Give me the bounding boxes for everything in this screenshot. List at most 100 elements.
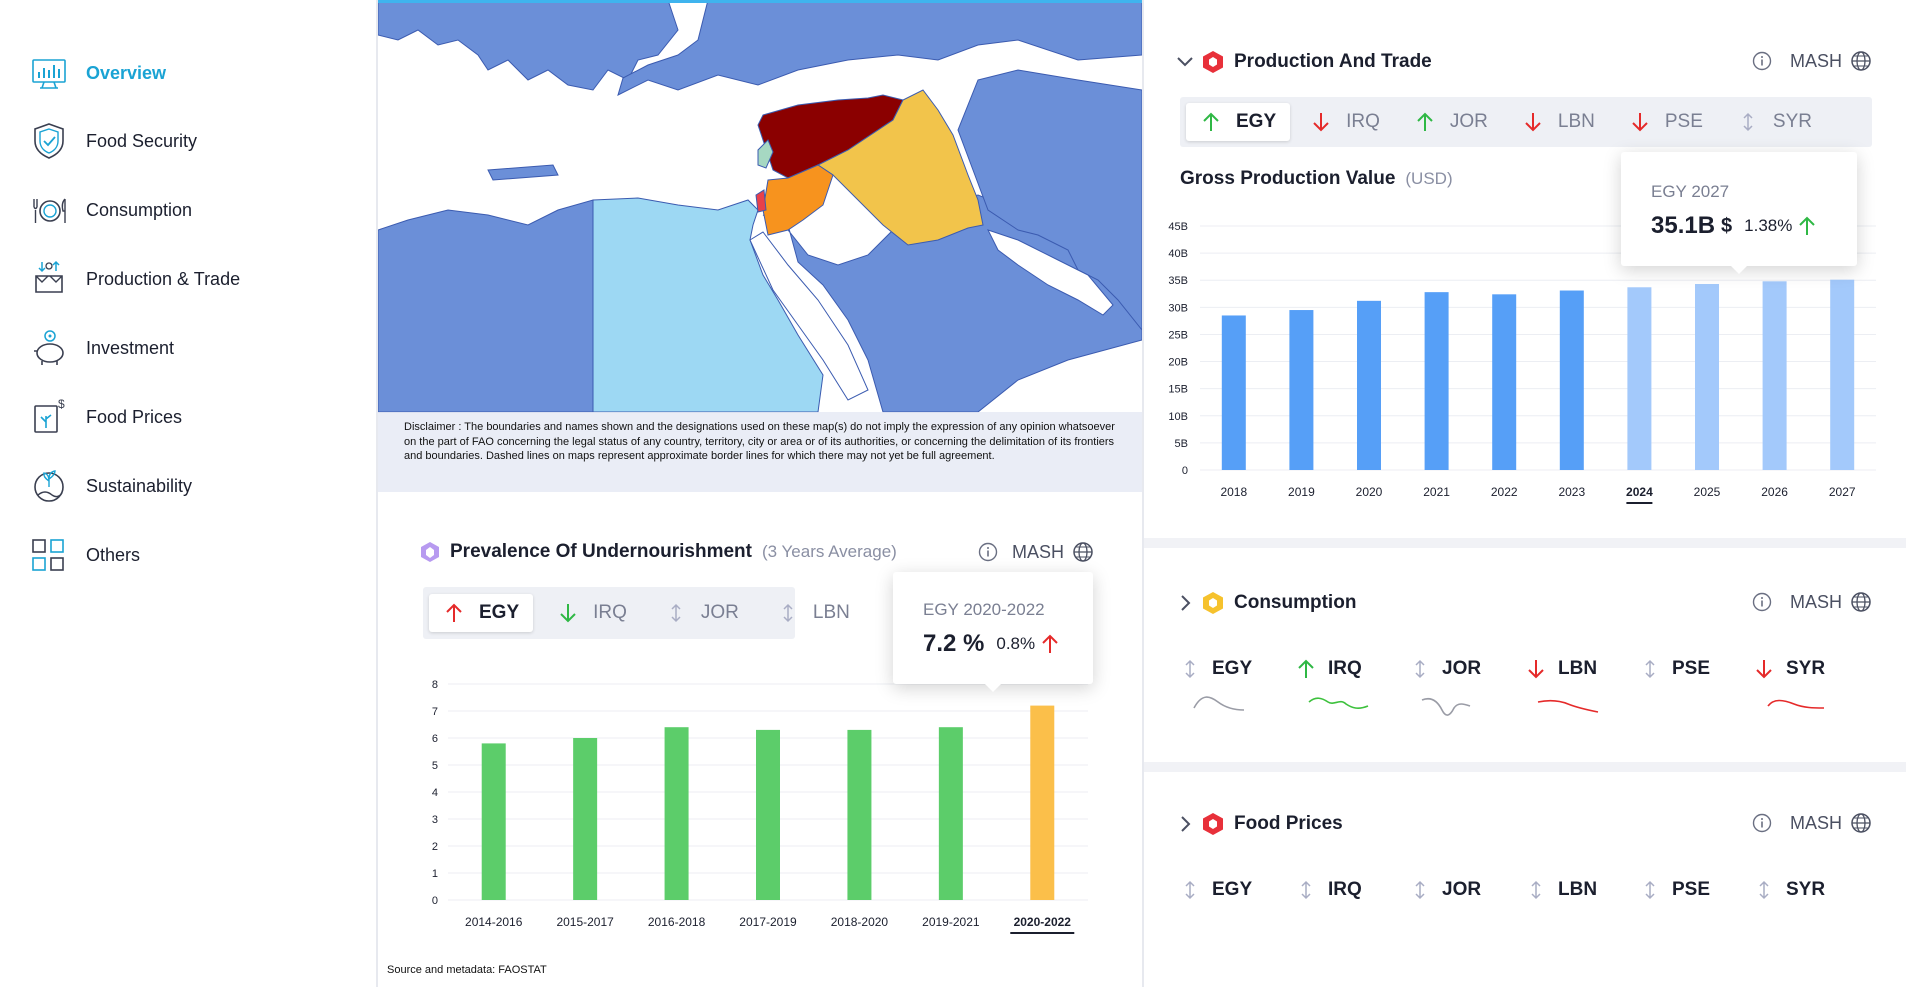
pou-tooltip-change: 0.8% (996, 634, 1036, 653)
chevron-right-icon[interactable] (1176, 594, 1194, 612)
x-tick-label: 2020 (1356, 485, 1383, 499)
tab-jor[interactable]: JOR (651, 594, 753, 632)
info-icon[interactable] (978, 542, 998, 562)
tab-label: SYR (1772, 111, 1812, 132)
consumption-sparklines (1193, 696, 1825, 716)
center-divider (1142, 0, 1144, 987)
country-label: IRQ (1328, 658, 1362, 679)
bar-2014-2016[interactable] (481, 743, 506, 900)
pou-tooltip-value: 7.2 % (923, 630, 985, 657)
bar-2017-2019[interactable] (756, 729, 780, 900)
country-item-pse[interactable]: PSE (1640, 879, 1710, 901)
sidebar-item-overview[interactable]: Overview (30, 50, 166, 96)
info-icon[interactable] (1752, 813, 1772, 833)
bar-2025[interactable] (1695, 284, 1719, 470)
sidebar-item-food-prices[interactable]: $ Food Prices (30, 394, 182, 440)
bar-2026[interactable] (1762, 281, 1787, 470)
tab-irq[interactable]: IRQ (1296, 103, 1394, 141)
bar-2020-2022[interactable] (1030, 705, 1055, 900)
globe-icon[interactable] (1850, 812, 1872, 834)
map-land-crete (487, 164, 559, 181)
gpv-tooltip: EGY 2027 35.1B $ 1.38% (1621, 152, 1857, 274)
country-item-jor[interactable]: JOR (1410, 658, 1481, 680)
country-item-lbn[interactable]: LBN (1526, 879, 1597, 901)
consumption-region-label[interactable]: MASH (1790, 591, 1843, 612)
tab-syr[interactable]: SYR (1723, 103, 1826, 141)
country-item-syr[interactable]: SYR (1754, 658, 1825, 680)
sidebar-item-label: Overview (86, 62, 167, 83)
sidebar-item-label: Food Security (86, 130, 198, 151)
y-tick-label: 0 (1182, 465, 1188, 477)
map-country-iraq (817, 89, 984, 246)
arrow-up-green-icon (1298, 659, 1314, 678)
bar-2018-2020[interactable] (847, 729, 872, 900)
y-tick-label: 3 (432, 814, 438, 826)
pou-bar-chart: 0 1 2 3 4 5 6 7 8 2014-2016 2015-2017 2016-2018 2017… (432, 679, 1088, 934)
country-item-irq[interactable]: IRQ (1296, 658, 1362, 680)
tab-jor[interactable]: JOR (1400, 103, 1502, 141)
bar-2024[interactable] (1627, 287, 1652, 470)
arrow-up-red-icon (1042, 634, 1058, 653)
sidebar-item-food-security[interactable]: Food Security (30, 118, 197, 164)
tab-egy[interactable]: EGY (429, 594, 534, 632)
food-prices-title: Food Prices (1234, 813, 1343, 834)
sidebar-item-investment[interactable]: Investment (30, 325, 174, 371)
map-country-lebanon (757, 139, 774, 169)
x-tick-label: 2018 (1220, 485, 1247, 499)
country-item-syr[interactable]: SYR (1754, 879, 1825, 901)
country-item-egy[interactable]: EGY (1180, 879, 1252, 901)
sidebar-item-consumption[interactable]: Consumption (30, 187, 192, 233)
sidebar-item-label: Investment (86, 337, 175, 358)
tab-irq[interactable]: IRQ (543, 594, 641, 632)
country-item-jor[interactable]: JOR (1410, 879, 1481, 901)
country-item-pse[interactable]: PSE (1640, 658, 1710, 680)
globe-icon[interactable] (1850, 50, 1872, 72)
x-tick-label: 2020-2022 (1014, 915, 1072, 929)
tab-label: EGY (1236, 111, 1277, 132)
pou-subtitle: (3 Years Average) (761, 542, 897, 561)
plate-cutlery-icon (30, 187, 68, 233)
bar-2021[interactable] (1424, 292, 1449, 470)
bar-2019-2021[interactable] (938, 727, 963, 900)
tab-lbn[interactable]: LBN (1508, 103, 1609, 141)
info-icon[interactable] (1752, 51, 1772, 71)
tab-lbn[interactable]: LBN (763, 594, 864, 632)
production-region-label[interactable]: MASH (1790, 50, 1843, 71)
sidebar-item-label: Sustainability (86, 475, 193, 496)
bar-2027[interactable] (1830, 279, 1855, 470)
country-item-egy[interactable]: EGY (1180, 658, 1252, 680)
globe-icon[interactable] (1072, 541, 1094, 563)
pou-region-label[interactable]: MASH (1012, 541, 1065, 562)
country-label: EGY (1212, 658, 1253, 679)
x-tick-label: 2022 (1491, 485, 1518, 499)
sidebar-item-others[interactable]: Others (30, 532, 140, 578)
tab-pse[interactable]: PSE (1615, 103, 1717, 141)
y-tick-label: 8 (432, 679, 438, 691)
chevron-down-icon[interactable] (1176, 53, 1194, 71)
y-tick-label: 25B (1168, 329, 1188, 341)
globe-icon[interactable] (1850, 591, 1872, 613)
info-icon[interactable] (1752, 592, 1772, 612)
country-item-irq[interactable]: IRQ (1296, 879, 1362, 901)
bar-2016-2018[interactable] (664, 727, 689, 900)
y-tick-label: 5 (432, 760, 438, 772)
country-item-lbn[interactable]: LBN (1526, 658, 1597, 680)
sidebar-item-sustainability[interactable]: Sustainability (30, 463, 192, 509)
globe-leaf-icon (30, 463, 68, 509)
bar-2022[interactable] (1492, 294, 1517, 470)
sidebar: Overview Food Security Consumption Producti… (0, 0, 376, 987)
bar-2019[interactable] (1289, 310, 1314, 470)
pou-tooltip-period: EGY 2020-2022 (923, 600, 1045, 619)
map-panel[interactable]: Disclaimer : The boundaries and names sh… (378, 0, 1142, 492)
piggy-bank-icon (30, 325, 68, 371)
choropleth-map[interactable] (378, 0, 1142, 492)
tab-egy[interactable]: EGY (1186, 103, 1291, 141)
food-prices-region-label[interactable]: MASH (1790, 812, 1843, 833)
bar-2018[interactable] (1221, 315, 1246, 470)
sidebar-item-production-trade[interactable]: Production & Trade (30, 256, 240, 302)
bar-2023[interactable] (1559, 290, 1584, 470)
map-water-gulf (987, 229, 1114, 316)
bar-2015-2017[interactable] (573, 738, 598, 900)
chevron-right-icon[interactable] (1176, 815, 1194, 833)
bar-2020[interactable] (1357, 300, 1381, 470)
